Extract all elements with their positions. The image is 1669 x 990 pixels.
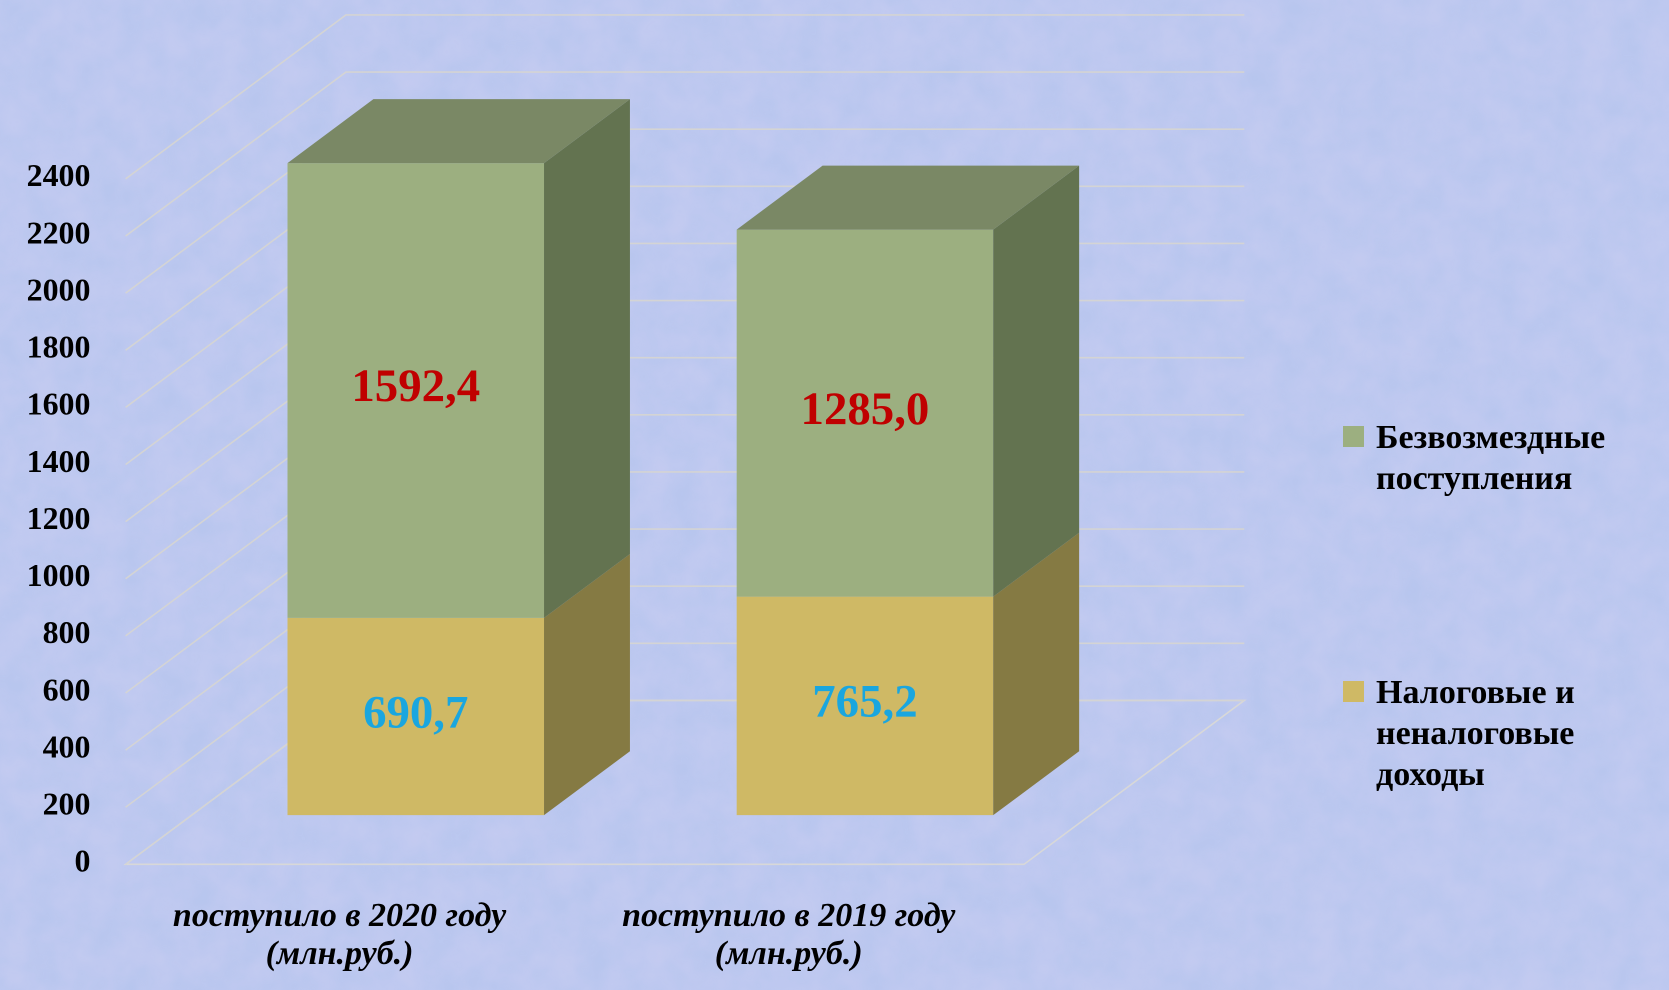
bar-front — [287, 163, 545, 618]
data-label: 1592,4 — [351, 360, 480, 412]
bar-front — [736, 596, 994, 816]
x-tick-label: поступило в 2019 году (млн.руб.) — [622, 897, 956, 973]
bar-side — [993, 532, 1080, 816]
y-tick-label: 2400 — [27, 158, 91, 193]
bar-side — [544, 553, 630, 816]
bar-top — [736, 165, 1080, 230]
y-tick-label: 1200 — [27, 501, 91, 536]
y-tick-label: 1000 — [27, 558, 91, 593]
y-tick-label: 800 — [43, 615, 91, 650]
data-label: 690,7 — [363, 686, 468, 738]
data-label: 765,2 — [812, 676, 917, 728]
y-tick-label: 400 — [43, 729, 91, 764]
bar-front — [736, 229, 994, 597]
legend-swatch — [1343, 426, 1364, 447]
grid-line — [125, 71, 1245, 237]
y-tick-label: 1400 — [27, 444, 91, 479]
bar-top — [287, 99, 630, 164]
data-label: 1285,0 — [801, 383, 930, 435]
grid-line — [125, 14, 1245, 180]
y-tick-label: 2000 — [27, 272, 91, 307]
legend-label: Безвозмездные поступления — [1376, 419, 1606, 497]
bar-side — [993, 165, 1080, 597]
y-tick-label: 0 — [75, 844, 91, 879]
y-tick-label: 200 — [43, 787, 91, 822]
legend-swatch — [1343, 681, 1364, 702]
legend-label: Налоговые и неналоговые доходы — [1376, 674, 1575, 793]
y-tick-label: 1600 — [27, 387, 91, 422]
y-tick-label: 2200 — [27, 215, 91, 250]
bar-front — [287, 617, 545, 816]
y-tick-label: 600 — [43, 672, 91, 707]
y-tick-label: 1800 — [27, 330, 91, 365]
x-tick-label: поступило в 2020 году (млн.руб.) — [172, 897, 507, 973]
bar-side — [544, 99, 630, 618]
